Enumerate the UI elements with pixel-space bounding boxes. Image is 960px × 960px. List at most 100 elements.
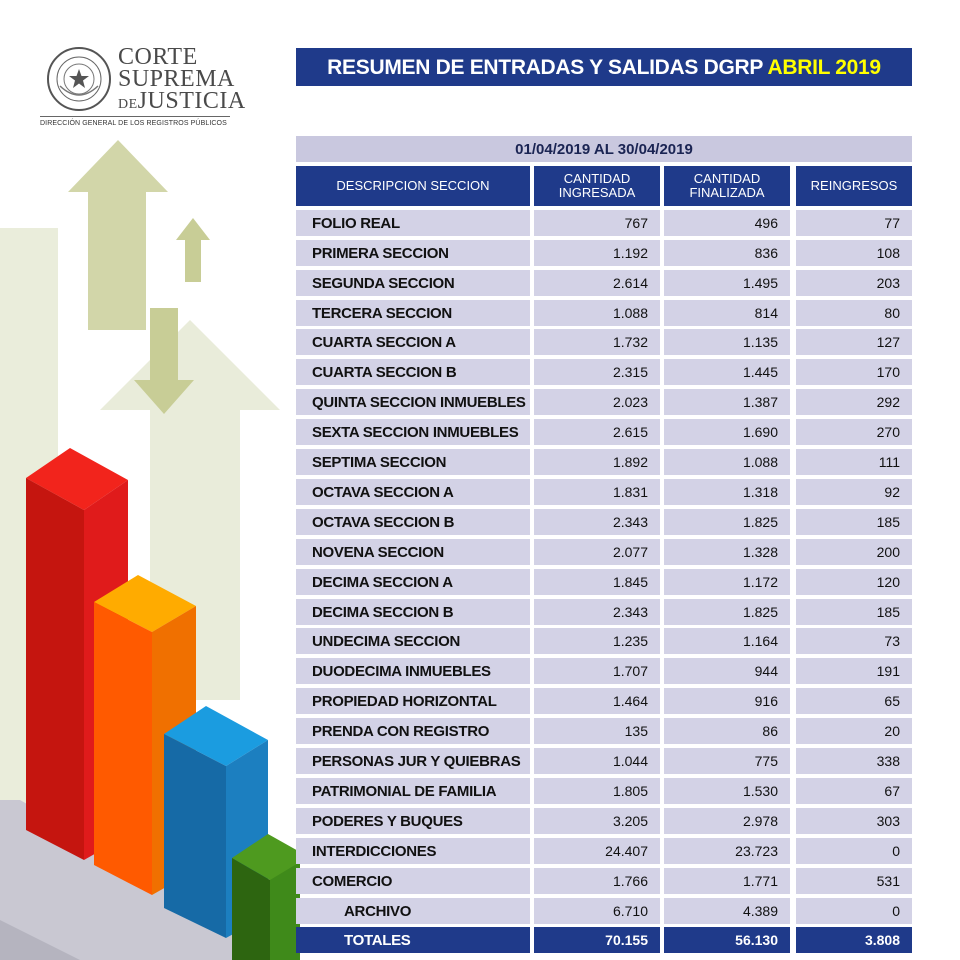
cell-reingresos: 111 [796, 449, 912, 476]
cell-ingresada: 1.766 [534, 867, 660, 894]
table-row: PROPIEDAD HORIZONTAL 1.464 916 65 [296, 688, 912, 715]
date-range: 01/04/2019 AL 30/04/2019 [296, 136, 912, 162]
cell-descripcion: NOVENA SECCION INMUEBLES [296, 538, 530, 588]
cell-ingresada: 1.192 [534, 239, 660, 266]
table-row: QUINTA SECCION INMUEBLES 2.023 1.387 292 [296, 389, 912, 416]
cell-finalizada: 916 [664, 688, 790, 715]
cell-finalizada: 1.318 [664, 478, 790, 505]
cell-descripcion: ARCHIVO [296, 897, 530, 924]
court-name-line2: SUPREMA [118, 66, 235, 92]
table-row: COMERCIO 1.766 1.771 531 [296, 867, 912, 894]
cell-finalizada: 1.387 [664, 389, 790, 416]
down-arrow-icon [134, 308, 194, 414]
cell-descripcion: SEGUNDA SECCION INMUEBLES [296, 269, 530, 319]
cell-reingresos: 3.808 [796, 927, 912, 954]
cell-descripcion: PRENDA CON REGISTRO [296, 718, 530, 745]
cell-reingresos: 127 [796, 329, 912, 356]
cell-ingresada: 1.088 [534, 299, 660, 326]
cell-finalizada: 814 [664, 299, 790, 326]
cell-finalizada: 1.825 [664, 598, 790, 625]
cell-reingresos: 270 [796, 419, 912, 446]
cell-reingresos: 77 [796, 209, 912, 236]
cell-descripcion: TOTALES [296, 927, 530, 954]
cell-reingresos: 292 [796, 389, 912, 416]
cell-reingresos: 80 [796, 299, 912, 326]
cell-reingresos: 338 [796, 748, 912, 775]
cell-reingresos: 200 [796, 538, 912, 565]
cell-reingresos: 170 [796, 359, 912, 386]
table-row: ARCHIVO 6.710 4.389 0 [296, 897, 912, 924]
report-title-highlight: ABRIL 2019 [767, 56, 881, 79]
cell-ingresada: 6.710 [534, 897, 660, 924]
logo-subtitle: DIRECCIÓN GENERAL DE LOS REGISTROS PÚBLI… [40, 120, 227, 127]
cell-reingresos: 531 [796, 867, 912, 894]
cell-finalizada: 1.088 [664, 449, 790, 476]
cell-reingresos: 0 [796, 837, 912, 864]
cell-ingresada: 1.845 [534, 568, 660, 595]
cell-ingresada: 1.707 [534, 658, 660, 685]
cell-descripcion: PRIMERA SECCION INMUEBLES [296, 239, 530, 289]
cell-finalizada: 56.130 [664, 927, 790, 954]
cell-ingresada: 767 [534, 209, 660, 236]
cell-descripcion: PROPIEDAD HORIZONTAL [296, 688, 530, 715]
cell-finalizada: 775 [664, 748, 790, 775]
court-name-prefix: DE [118, 97, 138, 112]
cell-finalizada: 1.771 [664, 867, 790, 894]
cell-descripcion: DUODECIMA INMUEBLES [296, 658, 530, 685]
cell-ingresada: 1.235 [534, 628, 660, 655]
cell-ingresada: 1.044 [534, 748, 660, 775]
cell-descripcion: CUARTA SECCION B INMUEBLES [296, 359, 530, 408]
cell-reingresos: 65 [796, 688, 912, 715]
national-seal-icon [47, 47, 111, 111]
cell-finalizada: 4.389 [664, 897, 790, 924]
cell-ingresada: 2.614 [534, 269, 660, 296]
cell-descripcion: PATRIMONIAL DE FAMILIA [296, 777, 530, 804]
cell-ingresada: 1.805 [534, 777, 660, 804]
cell-ingresada: 1.732 [534, 329, 660, 356]
cell-finalizada: 1.825 [664, 508, 790, 535]
logo-divider [40, 116, 230, 117]
cell-ingresada: 135 [534, 718, 660, 745]
cell-ingresada: 1.464 [534, 688, 660, 715]
report-title: RESUMEN DE ENTRADAS Y SALIDAS DGRP ABRIL… [296, 48, 912, 86]
cell-finalizada: 1.135 [664, 329, 790, 356]
cell-ingresada: 2.615 [534, 419, 660, 446]
column-header-finalizada: CANTIDAD FINALIZADA [664, 166, 790, 206]
cell-finalizada: 496 [664, 209, 790, 236]
cell-finalizada: 1.445 [664, 359, 790, 386]
cell-ingresada: 3.205 [534, 807, 660, 834]
cell-finalizada: 1.328 [664, 538, 790, 565]
table-row: INTERDICCIONES 24.407 23.723 0 [296, 837, 912, 864]
up-arrow-icon [100, 320, 280, 700]
table-row: SEXTA SECCION INMUEBLES 2.615 1.690 270 [296, 419, 912, 446]
cell-reingresos: 92 [796, 478, 912, 505]
totals-row: TOTALES 70.155 56.130 3.808 [296, 927, 912, 954]
cell-descripcion: UNDECIMA SECCION INMUEBLES [296, 628, 530, 677]
cell-descripcion: COMERCIO [296, 867, 530, 894]
cell-finalizada: 2.978 [664, 807, 790, 834]
cell-descripcion: DECIMA SECCION B INMUEBLES [296, 598, 530, 648]
table-row: FOLIO REAL 767 496 77 [296, 209, 912, 236]
cell-descripcion: CUARTA SECCION A INMUEBLES [296, 329, 530, 378]
cell-descripcion: FOLIO REAL [296, 209, 530, 236]
cell-finalizada: 1.495 [664, 269, 790, 296]
cell-finalizada: 836 [664, 239, 790, 266]
court-name-line3: JUSTICIA [137, 88, 246, 114]
decorative-chart-graphic [0, 140, 300, 960]
cell-finalizada: 1.164 [664, 628, 790, 655]
cell-ingresada: 24.407 [534, 837, 660, 864]
cell-ingresada: 1.892 [534, 449, 660, 476]
table-row: DUODECIMA INMUEBLES 1.707 944 191 [296, 658, 912, 685]
cell-descripcion: SEXTA SECCION INMUEBLES [296, 419, 530, 446]
cell-reingresos: 0 [796, 897, 912, 924]
cell-reingresos: 185 [796, 508, 912, 535]
column-header-reingresos: REINGRESOS [796, 166, 912, 206]
